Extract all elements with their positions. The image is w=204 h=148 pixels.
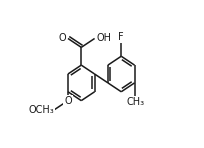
Text: O: O — [59, 33, 67, 44]
Text: F: F — [119, 32, 124, 42]
Text: O: O — [64, 96, 72, 106]
Text: OH: OH — [96, 33, 111, 44]
Text: CH₃: CH₃ — [126, 97, 144, 107]
Text: OCH₃: OCH₃ — [28, 104, 54, 115]
